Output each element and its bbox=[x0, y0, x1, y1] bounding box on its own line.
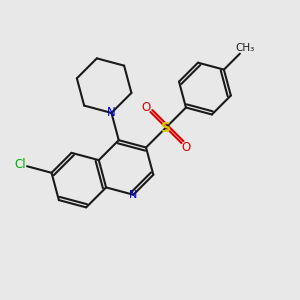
Text: CH₃: CH₃ bbox=[236, 44, 255, 53]
Text: S: S bbox=[161, 121, 171, 134]
Text: N: N bbox=[107, 106, 116, 119]
Text: O: O bbox=[141, 101, 150, 114]
Text: O: O bbox=[182, 141, 191, 154]
Text: N: N bbox=[129, 190, 138, 200]
Text: Cl: Cl bbox=[14, 158, 26, 171]
